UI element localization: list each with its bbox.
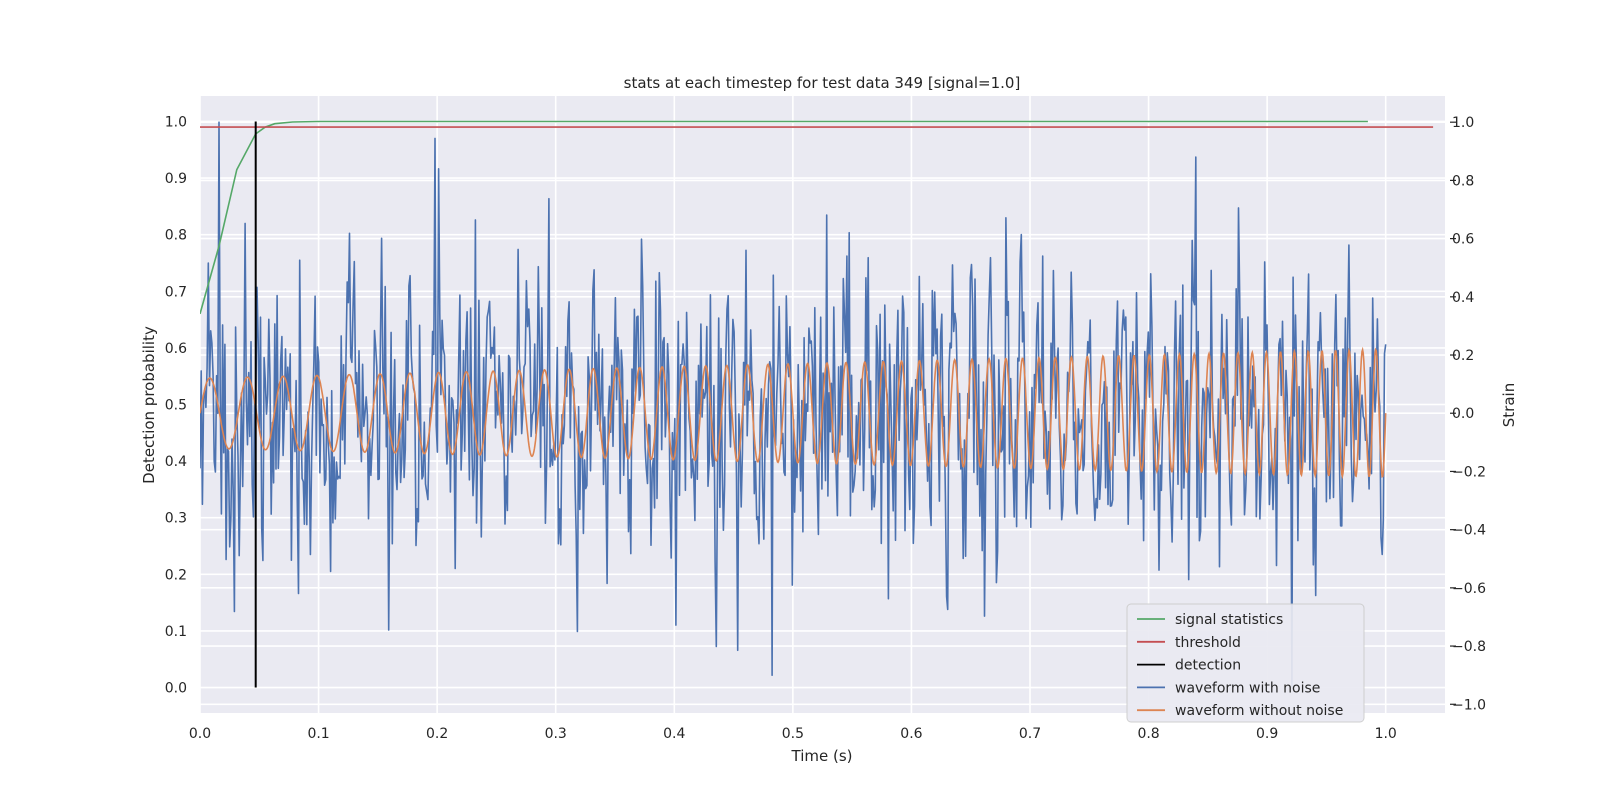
y-tick-label-left: 0.5 bbox=[165, 398, 187, 414]
y-tick-label-left: 0.6 bbox=[165, 341, 187, 357]
y-tick-label-right: −1.0 bbox=[1452, 697, 1486, 713]
legend-box bbox=[1126, 603, 1365, 723]
x-tick-label: 0.5 bbox=[782, 726, 804, 742]
y-tick-label-right: 0.2 bbox=[1452, 348, 1474, 364]
x-tick-label: 0.6 bbox=[900, 726, 922, 742]
legend-label: detection bbox=[1175, 658, 1241, 674]
y-tick-label-left: 0.4 bbox=[165, 454, 187, 470]
x-tick-label: 0.0 bbox=[189, 726, 211, 742]
y-tick-label-right: −0.6 bbox=[1452, 581, 1486, 597]
series-clip-group bbox=[200, 120, 1434, 688]
x-tick-label: 0.4 bbox=[663, 726, 685, 742]
y-tick-label-left: 0.2 bbox=[165, 567, 187, 583]
y-tick-label-right: 0.6 bbox=[1452, 232, 1474, 248]
series-line-signal-statistics bbox=[200, 120, 1368, 315]
y-tick-label-right: −0.2 bbox=[1452, 464, 1486, 480]
y-tick-label-left: 0.8 bbox=[165, 228, 187, 244]
y-tick-label-right: 0.4 bbox=[1452, 290, 1474, 306]
y-axis-label-right: Strain bbox=[1500, 383, 1518, 427]
y-axis-label-left: Detection probability bbox=[140, 326, 158, 484]
legend-label: waveform with noise bbox=[1175, 680, 1320, 696]
legend-label: signal statistics bbox=[1175, 612, 1283, 628]
y-tick-label-left: 0.3 bbox=[165, 511, 187, 527]
x-tick-label: 0.8 bbox=[1137, 726, 1159, 742]
y-tick-label-right: −0.4 bbox=[1452, 523, 1486, 539]
x-tick-label: 1.0 bbox=[1375, 726, 1397, 742]
y-tick-label-left: 1.0 bbox=[165, 114, 187, 130]
x-axis-label: Time (s) bbox=[791, 747, 853, 765]
y-tick-label-right: 1.0 bbox=[1452, 115, 1474, 131]
x-tick-label: 0.2 bbox=[426, 726, 448, 742]
series-line-waveform-with-noise bbox=[200, 121, 1387, 688]
y-tick-label-left: 0.7 bbox=[165, 284, 187, 300]
y-tick-label-left: 0.0 bbox=[165, 681, 187, 697]
legend-label: threshold bbox=[1175, 635, 1241, 651]
y-tick-label-left: 0.9 bbox=[165, 171, 187, 187]
legend-label: waveform without noise bbox=[1175, 703, 1343, 719]
series-line-waveform-without-noise bbox=[200, 346, 1387, 480]
y-tick-label-left: 0.1 bbox=[165, 624, 187, 640]
series-lines bbox=[200, 120, 1434, 688]
axes: 0.0 0.1 0.2 0.3 0.4 0.5 0.6 0.7 0.8 0.9 1.0 0.0 0.1 0… bbox=[165, 114, 1486, 742]
x-tick-label: 0.3 bbox=[545, 726, 567, 742]
x-tick-label: 0.1 bbox=[307, 726, 329, 742]
x-tick-label: 0.9 bbox=[1256, 726, 1278, 742]
legend: signal statistics threshold detection wavef… bbox=[1126, 603, 1365, 723]
y-tick-label-right: −0.8 bbox=[1452, 639, 1486, 655]
y-tick-label-right: 0.8 bbox=[1452, 173, 1474, 189]
chart-title: stats at each timestep for test data 349… bbox=[624, 74, 1021, 92]
x-tick-label: 0.7 bbox=[1019, 726, 1041, 742]
y-tick-label-right: 0.0 bbox=[1452, 406, 1474, 422]
